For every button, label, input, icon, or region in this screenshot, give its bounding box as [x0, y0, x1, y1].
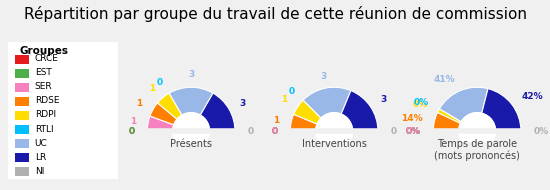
Text: 1: 1 [136, 99, 142, 108]
Bar [15, 125, 29, 134]
Text: 0: 0 [129, 127, 135, 136]
Wedge shape [439, 87, 488, 122]
Text: 0%: 0% [412, 100, 427, 109]
Wedge shape [341, 91, 378, 131]
Text: 0: 0 [272, 127, 278, 136]
Wedge shape [433, 112, 460, 131]
Wedge shape [303, 87, 351, 118]
Text: 0: 0 [248, 127, 254, 136]
Text: UC: UC [35, 139, 47, 147]
Bar [15, 111, 29, 120]
Text: Groupes: Groupes [19, 46, 68, 56]
Wedge shape [437, 109, 461, 123]
Circle shape [173, 113, 210, 150]
Text: RDPI: RDPI [35, 111, 56, 120]
Text: 1: 1 [149, 84, 155, 93]
Text: 3: 3 [381, 95, 387, 104]
Bar [15, 153, 29, 162]
Wedge shape [200, 93, 235, 131]
Text: Temps de parole
(mots prononcés): Temps de parole (mots prononcés) [434, 139, 520, 161]
Text: NI: NI [35, 167, 44, 176]
Wedge shape [290, 114, 317, 131]
Circle shape [459, 113, 496, 150]
Bar [15, 97, 29, 106]
Bar [15, 139, 29, 148]
Bar [15, 69, 29, 78]
Text: 1: 1 [273, 116, 279, 125]
Text: 3: 3 [188, 70, 194, 79]
Text: 41%: 41% [434, 75, 455, 84]
Text: RTLI: RTLI [35, 124, 53, 134]
Text: 0: 0 [272, 127, 278, 136]
Wedge shape [294, 100, 321, 124]
Text: CRCE: CRCE [35, 54, 58, 63]
Text: Répartition par groupe du travail de cette réunion de commission: Répartition par groupe du travail de cet… [24, 6, 526, 22]
FancyBboxPatch shape [3, 35, 124, 185]
Text: EST: EST [35, 68, 51, 77]
Text: 0: 0 [272, 127, 278, 136]
Text: 0%: 0% [534, 127, 548, 136]
Text: 3: 3 [240, 99, 246, 108]
Text: 0%: 0% [406, 127, 421, 136]
Text: RDSE: RDSE [35, 97, 59, 105]
Bar [15, 167, 29, 176]
Bar [15, 55, 29, 64]
Text: 1: 1 [281, 95, 288, 104]
Bar [15, 83, 29, 92]
Text: Présents: Présents [170, 139, 212, 149]
Text: SER: SER [35, 82, 52, 91]
Text: 0: 0 [390, 127, 397, 136]
Text: LR: LR [35, 153, 46, 162]
Wedge shape [169, 87, 213, 115]
Text: 0: 0 [129, 127, 135, 136]
Text: Interventions: Interventions [302, 139, 366, 149]
Text: 0: 0 [157, 78, 163, 87]
Wedge shape [482, 89, 521, 131]
Text: 1: 1 [130, 117, 136, 126]
Circle shape [316, 113, 353, 150]
Text: 0%: 0% [414, 98, 429, 107]
Text: 14%: 14% [401, 114, 422, 123]
Text: 42%: 42% [521, 92, 543, 101]
Wedge shape [147, 116, 174, 131]
Wedge shape [150, 103, 177, 125]
Text: 0%: 0% [406, 127, 421, 136]
Wedge shape [157, 93, 182, 119]
Text: 0: 0 [288, 87, 294, 96]
Text: 0%: 0% [406, 127, 421, 136]
Text: 3: 3 [320, 72, 326, 81]
